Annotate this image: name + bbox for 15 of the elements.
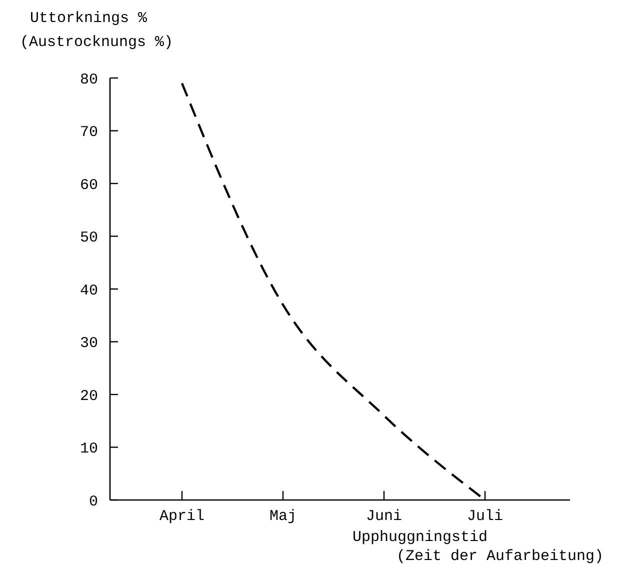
y-tick-label: 40 [80, 282, 98, 300]
x-tick-label: Juni [366, 508, 402, 525]
x-axis-title: Upphuggningstid (Zeit der Aufarbeitung) [352, 529, 604, 565]
x-tick-label: Juli [466, 508, 504, 525]
y-tick-label: 0 [88, 493, 98, 510]
y-axis-title: Uttorknings % (Austrocknungs %) [20, 10, 174, 51]
y-tick-label: 10 [80, 440, 98, 458]
x-tick-label: Maj [269, 508, 297, 525]
y-tick-label: 20 [80, 388, 98, 405]
x-tick-label: April [159, 508, 205, 525]
y-tick-label: 80 [80, 71, 98, 88]
y-tick-label: 70 [80, 124, 98, 141]
y-tick-label: 50 [80, 230, 98, 246]
y-tick-label: 60 [80, 176, 98, 194]
y-tick-label: 30 [80, 335, 98, 352]
